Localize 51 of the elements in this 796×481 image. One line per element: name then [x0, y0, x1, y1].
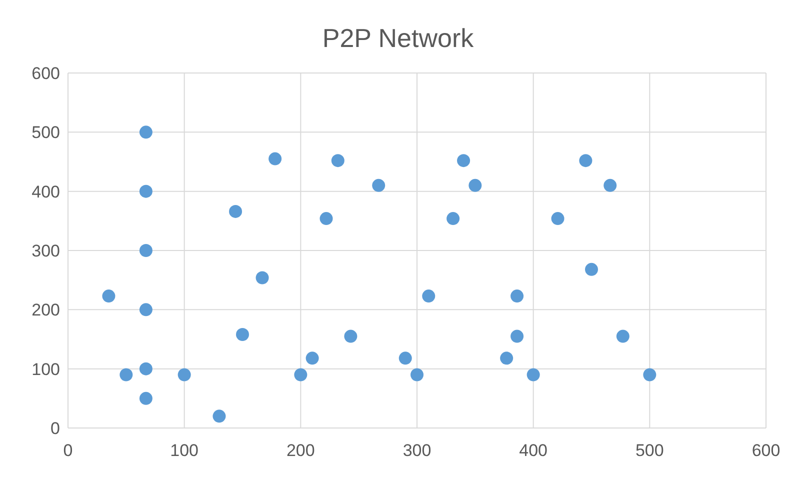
point	[212, 410, 226, 423]
point	[178, 368, 191, 382]
point	[422, 290, 436, 303]
point	[643, 368, 656, 382]
x-tick-label: 200	[286, 441, 315, 460]
point	[294, 368, 308, 382]
chart-title: P2P Network	[321, 22, 475, 55]
y-tick-label: 600	[32, 64, 60, 84]
x-tick-label: 500	[635, 441, 664, 460]
x-tick-label: 400	[519, 441, 548, 460]
point	[579, 154, 592, 168]
point	[344, 330, 358, 343]
point	[229, 204, 242, 218]
point	[398, 352, 412, 365]
point	[139, 392, 152, 405]
point	[510, 330, 524, 343]
point	[236, 328, 249, 342]
point	[500, 352, 514, 365]
y-tick-label: 400	[32, 182, 60, 202]
point	[256, 271, 269, 284]
point	[331, 154, 344, 168]
point	[102, 290, 116, 303]
point	[139, 184, 152, 198]
point	[585, 262, 598, 276]
x-tick-label: 0	[63, 441, 73, 460]
point	[372, 178, 386, 192]
point	[410, 368, 424, 382]
point	[139, 362, 152, 376]
y-tick-label: 200	[32, 300, 60, 320]
point	[120, 368, 133, 382]
point	[306, 352, 319, 365]
point	[616, 330, 630, 343]
point	[510, 290, 524, 303]
point	[139, 244, 152, 257]
x-tick-label: 300	[402, 441, 432, 460]
y-tick-label: 100	[32, 360, 60, 379]
point	[604, 178, 617, 192]
point	[468, 178, 482, 192]
x-tick-label: 600	[752, 441, 780, 460]
x-tick-label: 100	[170, 441, 199, 460]
y-tick-label: 300	[32, 242, 60, 261]
point	[551, 212, 564, 226]
point	[526, 368, 540, 382]
y-tick-label: 500	[32, 123, 60, 142]
point	[320, 212, 333, 226]
point	[268, 152, 282, 166]
point	[446, 212, 460, 226]
point	[139, 126, 152, 139]
y-tick-label: 0	[50, 419, 60, 438]
point	[139, 303, 152, 316]
point	[457, 154, 470, 168]
